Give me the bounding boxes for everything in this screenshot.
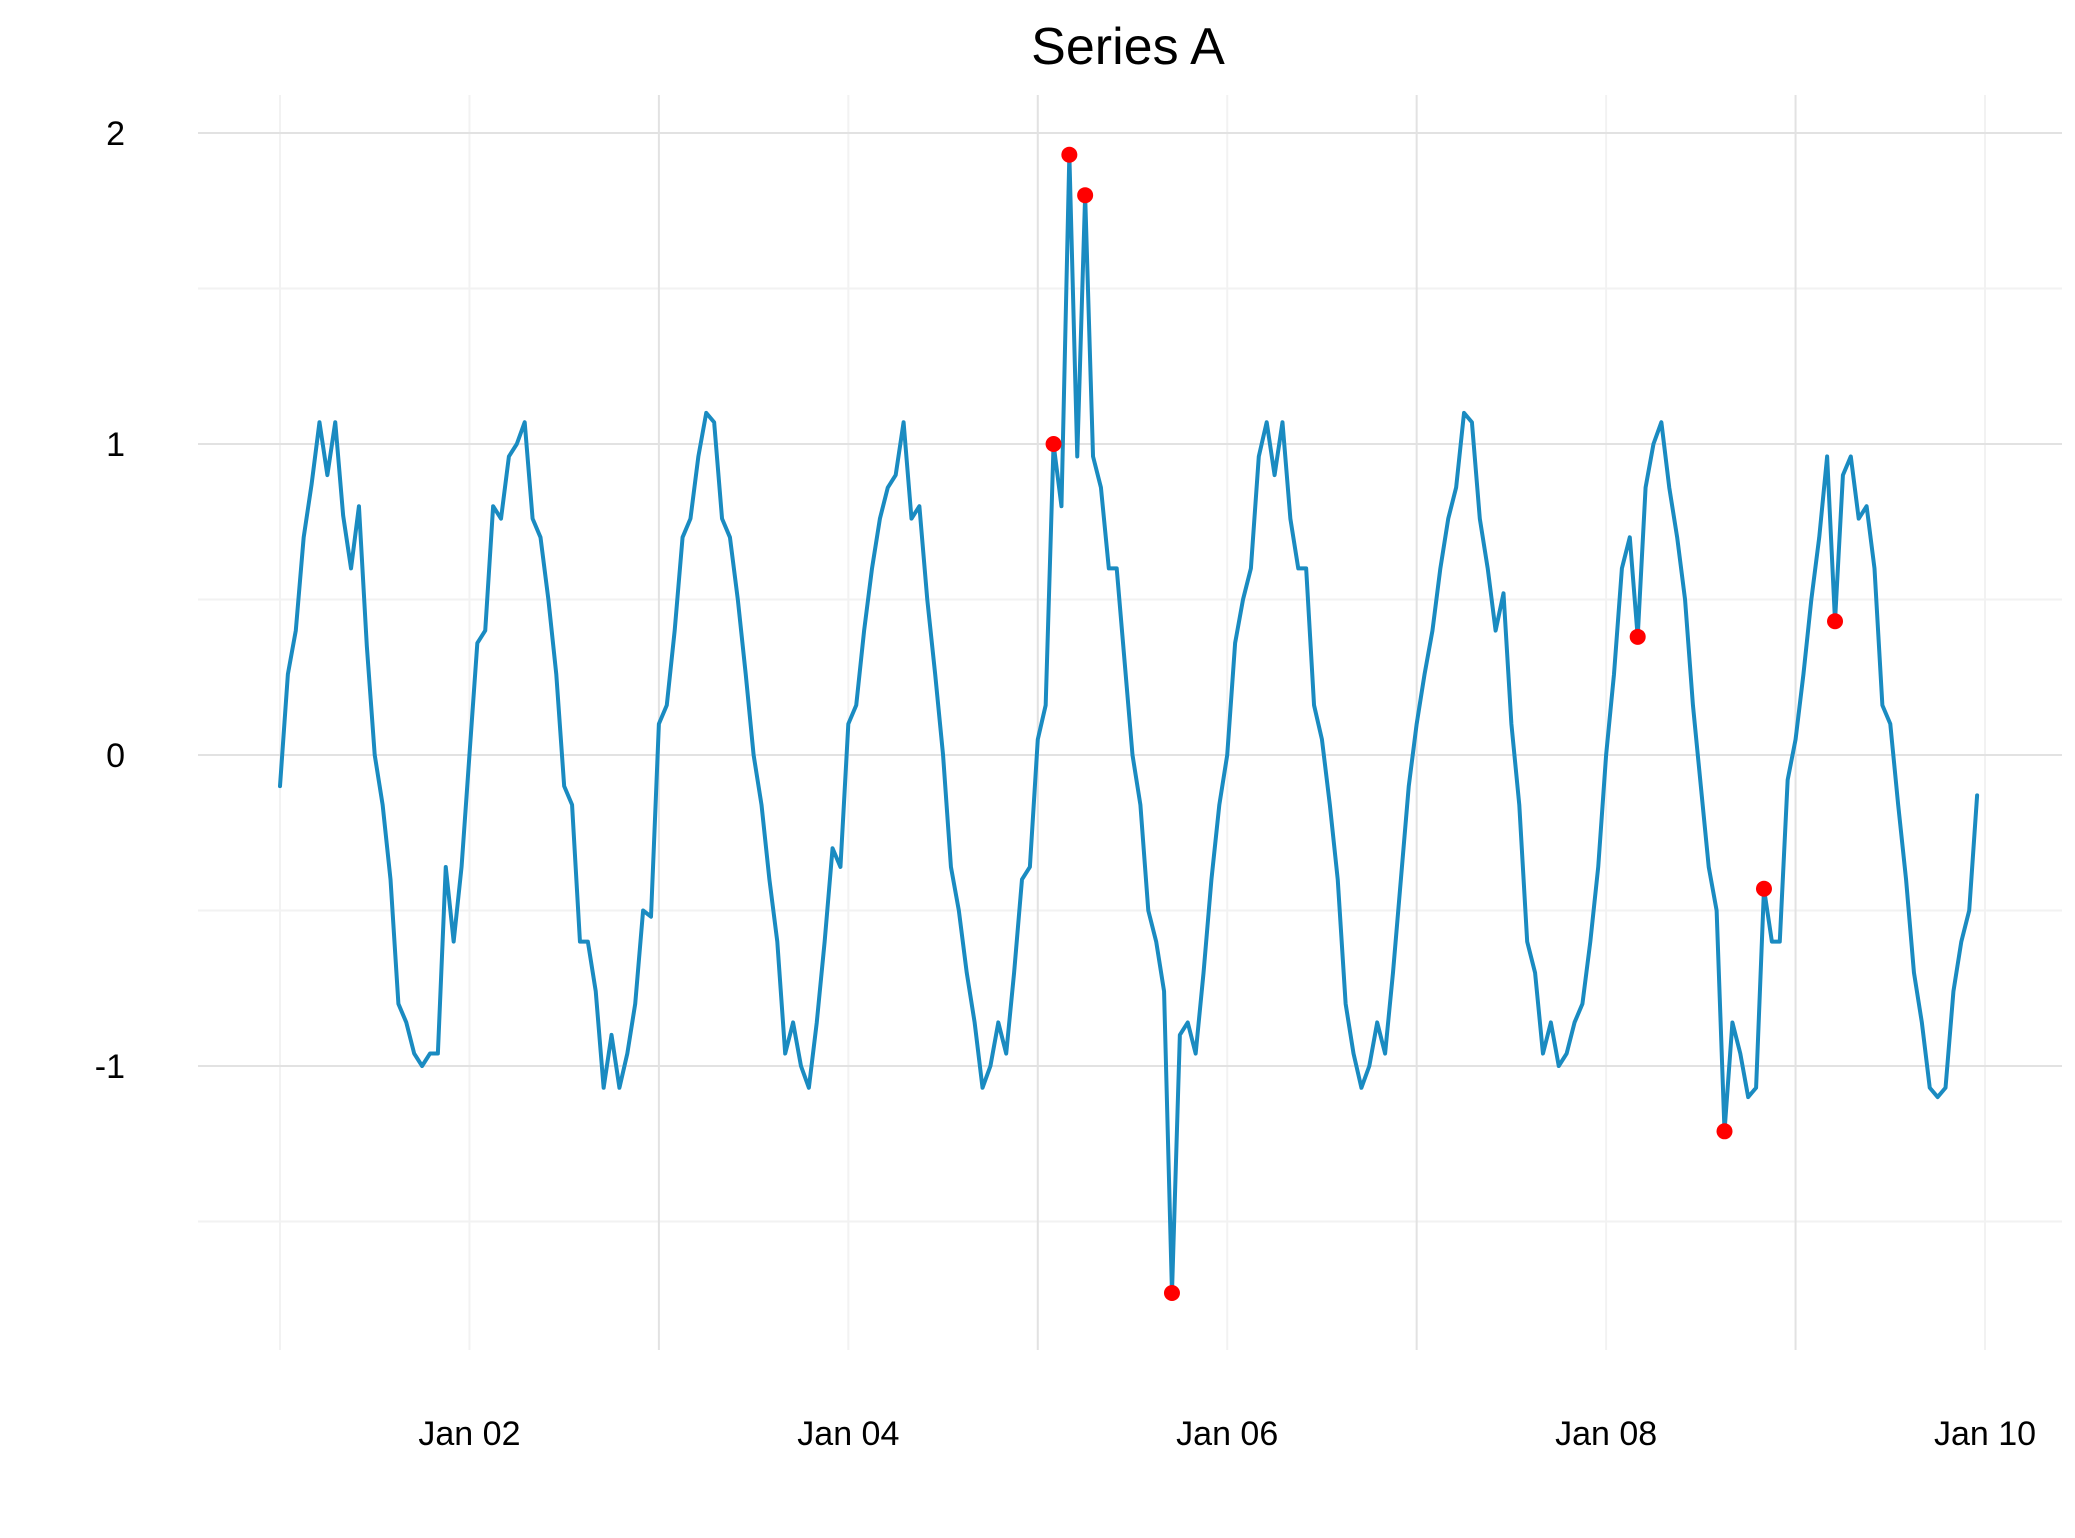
x-tick-label: Jan 06 — [1176, 1415, 1278, 1453]
y-axis-tick-labels: 2 1 0 -1 — [95, 115, 125, 1086]
highlighted-point — [1755, 880, 1772, 897]
y-tick-label: 1 — [106, 426, 125, 464]
x-tick-label: Jan 04 — [797, 1415, 899, 1453]
x-axis-tick-labels: Jan 02 Jan 04 Jan 06 Jan 08 Jan 10 — [418, 1415, 2036, 1453]
x-tick-label: Jan 02 — [418, 1415, 520, 1453]
series-layer — [278, 152, 1980, 1296]
highlighted-point — [1827, 613, 1844, 630]
highlighted-point — [1716, 1123, 1733, 1140]
x-tick-label: Jan 10 — [1934, 1415, 2036, 1453]
x-tick-label: Jan 08 — [1555, 1415, 1657, 1453]
highlighted-point — [1061, 146, 1078, 163]
highlighted-point — [1163, 1285, 1180, 1302]
chart-title: Series A — [1031, 18, 1225, 76]
y-tick-label: 2 — [106, 115, 125, 153]
highlighted-point — [1077, 187, 1094, 204]
highlighted-point — [1629, 628, 1646, 645]
y-tick-label: 0 — [106, 737, 125, 775]
y-tick-label: -1 — [95, 1048, 125, 1086]
highlighted-point — [1045, 436, 1062, 452]
highlighted-points — [1045, 146, 1844, 1302]
series-line — [278, 152, 1980, 1296]
